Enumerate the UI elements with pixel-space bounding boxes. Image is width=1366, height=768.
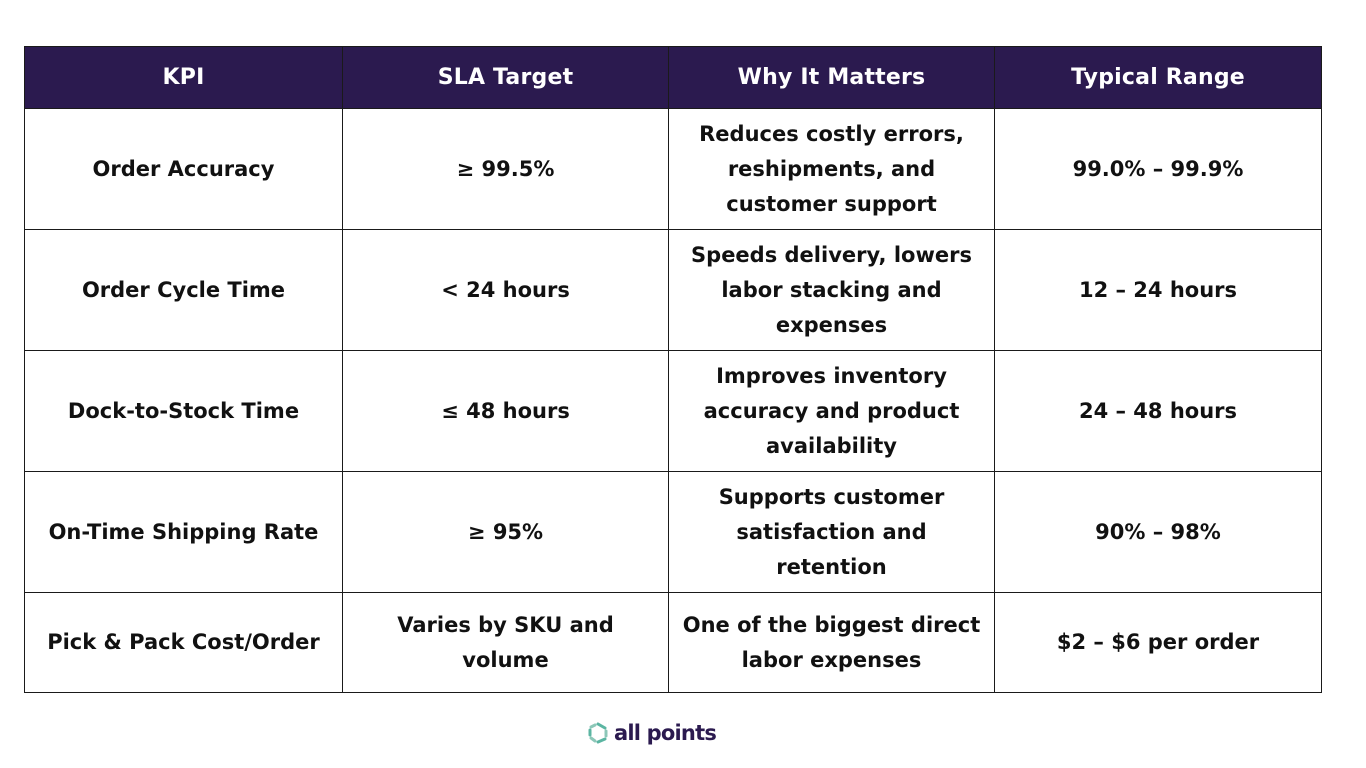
cell-kpi: Dock-to-Stock Time — [24, 350, 343, 472]
cell-why-it-matters: One of the biggest direct labor expenses — [668, 592, 995, 693]
header-typical-range: Typical Range — [994, 46, 1322, 109]
cell-kpi: Order Cycle Time — [24, 229, 343, 351]
cell-kpi: Order Accuracy — [24, 108, 343, 230]
header-why-it-matters: Why It Matters — [668, 46, 995, 109]
cell-why-it-matters: Speeds delivery, lowers labor stacking a… — [668, 229, 995, 351]
cell-typical-range: $2 – $6 per order — [994, 592, 1322, 693]
table-row: Order Cycle Time < 24 hours Speeds deliv… — [24, 229, 1322, 351]
table-row: Order Accuracy ≥ 99.5% Reduces costly er… — [24, 108, 1322, 230]
brand-name: all points — [614, 721, 717, 745]
table-row: On-Time Shipping Rate ≥ 95% Supports cus… — [24, 471, 1322, 593]
cell-sla-target: ≥ 95% — [342, 471, 669, 593]
cell-typical-range: 24 – 48 hours — [994, 350, 1322, 472]
cell-typical-range: 12 – 24 hours — [994, 229, 1322, 351]
allpoints-ring-icon — [588, 722, 608, 744]
table-row: Dock-to-Stock Time ≤ 48 hours Improves i… — [24, 350, 1322, 472]
header-sla-target: SLA Target — [342, 46, 669, 109]
cell-why-it-matters: Supports customer satisfaction and reten… — [668, 471, 995, 593]
brand-logo: all points — [588, 718, 717, 748]
cell-kpi: Pick & Pack Cost/Order — [24, 592, 343, 693]
cell-kpi: On-Time Shipping Rate — [24, 471, 343, 593]
kpi-table: KPI SLA Target Why It Matters Typical Ra… — [24, 46, 1322, 693]
cell-sla-target: ≥ 99.5% — [342, 108, 669, 230]
cell-why-it-matters: Reduces costly errors, reshipments, and … — [668, 108, 995, 230]
cell-sla-target: Varies by SKU and volume — [342, 592, 669, 693]
cell-why-it-matters: Improves inventory accuracy and product … — [668, 350, 995, 472]
header-kpi: KPI — [24, 46, 343, 109]
table-header-row: KPI SLA Target Why It Matters Typical Ra… — [24, 46, 1322, 109]
table-row: Pick & Pack Cost/Order Varies by SKU and… — [24, 592, 1322, 693]
cell-sla-target: < 24 hours — [342, 229, 669, 351]
cell-typical-range: 90% – 98% — [994, 471, 1322, 593]
cell-sla-target: ≤ 48 hours — [342, 350, 669, 472]
cell-typical-range: 99.0% – 99.9% — [994, 108, 1322, 230]
